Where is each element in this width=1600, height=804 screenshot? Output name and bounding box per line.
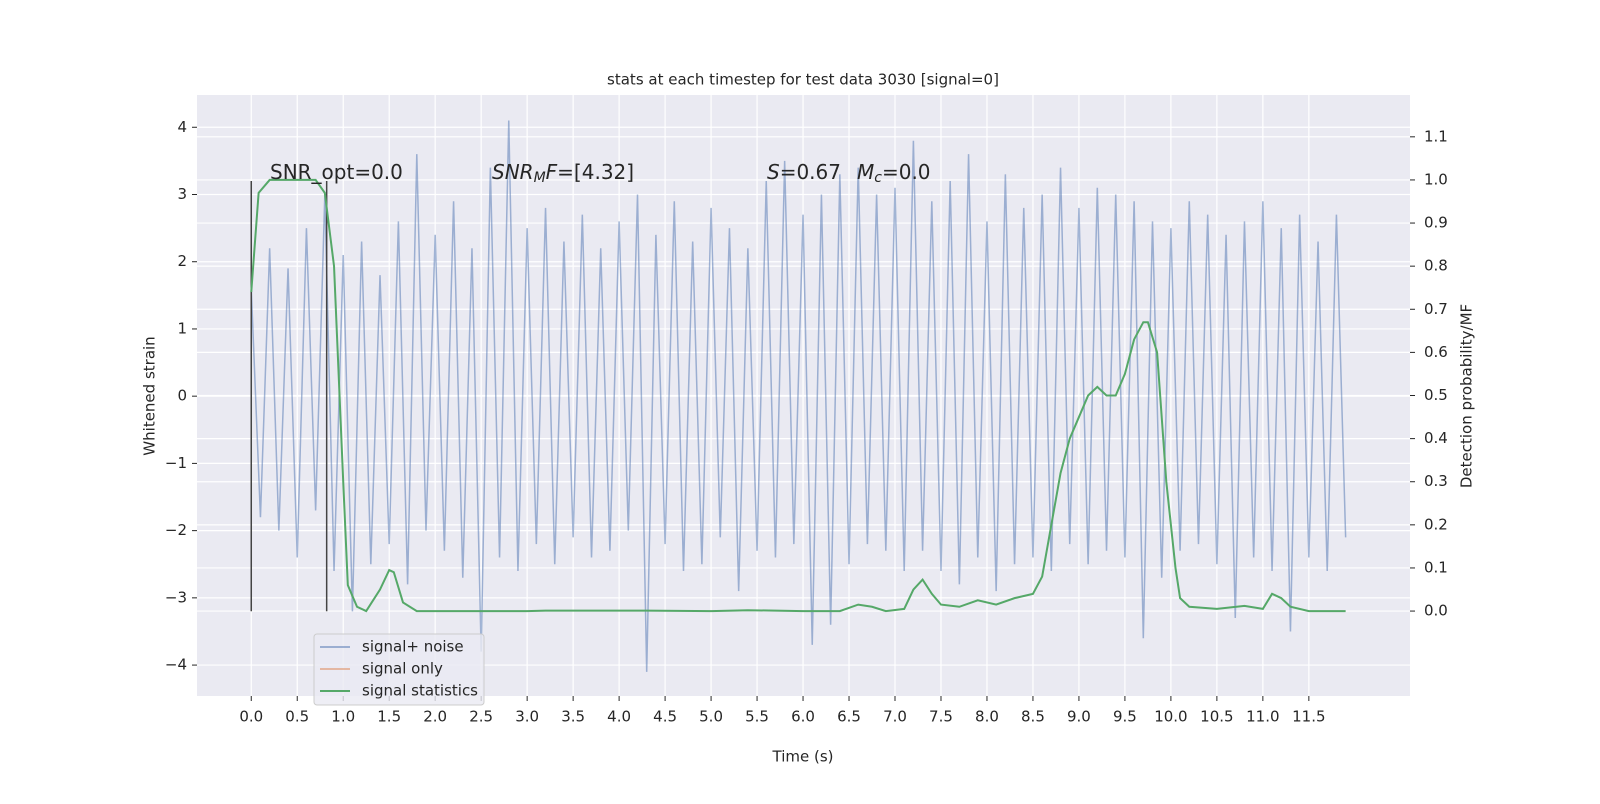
annotation: SNR_opt=0.0 [270, 160, 403, 184]
y-tick-label: 1 [177, 319, 187, 337]
annotation-part: F [546, 160, 558, 184]
x-tick-label: 4.5 [653, 708, 677, 726]
annotation-part: M [857, 160, 874, 184]
x-tick-label: 1.0 [331, 708, 355, 726]
x-tick-label: 8.5 [1021, 708, 1045, 726]
x-tick-label: 3.5 [561, 708, 585, 726]
y-tick-label: 2 [177, 252, 187, 270]
y2-tick-label: 1.0 [1424, 170, 1448, 188]
chart-title: stats at each timestep for test data 303… [607, 71, 999, 89]
x-tick-label: 6.5 [837, 708, 861, 726]
x-tick-label: 2.0 [423, 708, 447, 726]
x-tick-label: 7.5 [929, 708, 953, 726]
annotation-part: M [534, 170, 546, 186]
annotation-part: S [767, 160, 780, 184]
y2-tick-label: 0.9 [1424, 214, 1448, 232]
y-axis-label: Whitened strain [141, 336, 159, 455]
y2-tick-label: 0.0 [1424, 602, 1448, 620]
annotation: S=0.67 Mc=0.0 [767, 160, 931, 187]
annotation: SNRMF=[4.32] [492, 160, 634, 187]
y2-tick-label: 0.6 [1424, 343, 1448, 361]
x-tick-label: 5.5 [745, 708, 769, 726]
legend-box [313, 633, 485, 706]
legend-label: signal statistics [362, 682, 478, 700]
y2-tick-label: 0.2 [1424, 515, 1448, 533]
x-tick-label: 10.5 [1200, 708, 1233, 726]
x-tick-label: 0.0 [239, 708, 263, 726]
y-tick-label: 0 [177, 387, 187, 405]
grid [197, 95, 1410, 696]
x-tick-label: 7.0 [883, 708, 907, 726]
x-tick-label: 1.5 [377, 708, 401, 726]
series-line [250, 120, 1347, 672]
y-tick-label: 3 [177, 185, 187, 203]
annotation-part: SNR_opt=0.0 [270, 160, 403, 184]
y2-axis-label: Detection probability/MF [1458, 304, 1476, 488]
legend-label: signal+ noise [362, 638, 464, 656]
x-tick-label: 3.0 [515, 708, 539, 726]
x-tick-label: 2.5 [469, 708, 493, 726]
y-tick-label: −2 [165, 521, 187, 539]
x-tick-label: 6.0 [791, 708, 815, 726]
annotation-part: =0.67 [780, 160, 841, 184]
x-tick-label: 5.0 [699, 708, 723, 726]
x-tick-label: 10.0 [1154, 708, 1187, 726]
y-tick-label: 4 [177, 118, 187, 136]
x-tick-label: 11.5 [1292, 708, 1325, 726]
y2-tick-label: 0.3 [1424, 472, 1448, 490]
x-tick-label: 0.5 [285, 708, 309, 726]
x-tick-label: 9.5 [1113, 708, 1137, 726]
y-tick-label: −1 [165, 454, 187, 472]
legend: signal+ noise signal only signal statistic… [313, 633, 485, 706]
legend-label: signal only [362, 660, 443, 678]
annotation-part: SNR [492, 160, 534, 184]
y2-tick-label: 0.1 [1424, 558, 1448, 576]
y2-tick-label: 0.5 [1424, 386, 1448, 404]
y2-tick-label: 0.8 [1424, 257, 1448, 275]
x-tick-label: 8.0 [975, 708, 999, 726]
x-tick-label: 11.0 [1246, 708, 1279, 726]
y2-tick-label: 0.4 [1424, 429, 1448, 447]
series-line [250, 178, 1346, 613]
x-axis-label: Time (s) [772, 748, 834, 766]
annotation-part: =0.0 [882, 160, 931, 184]
x-tick-label: 9.0 [1067, 708, 1091, 726]
annotation-part: c [874, 170, 882, 186]
annotation-part: =[4.32] [557, 160, 634, 184]
y2-tick-label: 1.1 [1424, 127, 1448, 145]
y-tick-label: −4 [165, 656, 187, 674]
x-tick-label: 4.0 [607, 708, 631, 726]
y-tick-label: −3 [165, 588, 187, 606]
y2-tick-label: 0.7 [1424, 300, 1448, 318]
